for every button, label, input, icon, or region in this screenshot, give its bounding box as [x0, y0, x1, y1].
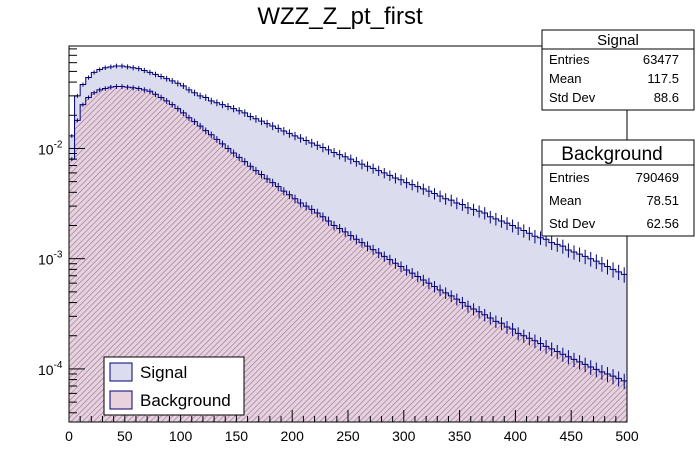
- x-tick-label: 500: [615, 428, 639, 444]
- series-fill: [69, 86, 627, 422]
- x-tick-label: 150: [225, 428, 249, 444]
- stats-value: 790469: [636, 170, 679, 185]
- stats-label: Std Dev: [549, 216, 596, 231]
- x-tick-label: 200: [281, 428, 305, 444]
- x-tick-label: 0: [65, 428, 73, 444]
- stats-label: Std Dev: [549, 90, 596, 105]
- series-outline: [69, 65, 627, 275]
- y-tick-label: 10-3: [38, 250, 63, 268]
- x-tick-label: 350: [448, 428, 472, 444]
- legend-swatch-background: [109, 390, 133, 410]
- stats-value: 78.51: [646, 193, 679, 208]
- stats-label: Mean: [549, 71, 582, 86]
- legend-entry-background: Background: [140, 391, 231, 410]
- stats-value: 63477: [643, 52, 679, 67]
- stats-value: 88.6: [654, 90, 679, 105]
- x-tick-label: 300: [392, 428, 416, 444]
- stats-box-background: Background Entries 790469 Mean 78.51 Std…: [541, 139, 695, 237]
- x-axis: 0 50 100 150 200 250 300 350 400 450 500: [65, 410, 639, 444]
- series-background: [69, 84, 627, 422]
- y-tick-label: 10-2: [38, 139, 63, 157]
- stats-box-signal: Signal Entries 63477 Mean 117.5 Std Dev …: [541, 29, 695, 140]
- chart-title: WZZ_Z_pt_first: [257, 3, 423, 30]
- histogram-bars: [69, 63, 627, 422]
- legend-swatch-signal: [109, 362, 133, 382]
- y-tick-label: 10-4: [38, 360, 63, 378]
- stats-label: Entries: [549, 170, 590, 185]
- stats-title: Background: [561, 144, 662, 165]
- stats-value: 62.56: [646, 216, 679, 231]
- stats-label: Mean: [549, 193, 582, 208]
- x-tick-label: 250: [336, 428, 360, 444]
- x-tick-label: 400: [504, 428, 528, 444]
- x-tick-label: 50: [117, 428, 133, 444]
- x-tick-label: 100: [169, 428, 193, 444]
- series-outline: [69, 85, 627, 382]
- stats-title: Signal: [597, 32, 639, 49]
- stats-label: Entries: [549, 52, 590, 67]
- legend-entry-signal: Signal: [140, 363, 187, 382]
- legend: Signal Background: [103, 356, 245, 416]
- x-tick-label: 450: [560, 428, 584, 444]
- stats-value: 117.5: [647, 71, 679, 86]
